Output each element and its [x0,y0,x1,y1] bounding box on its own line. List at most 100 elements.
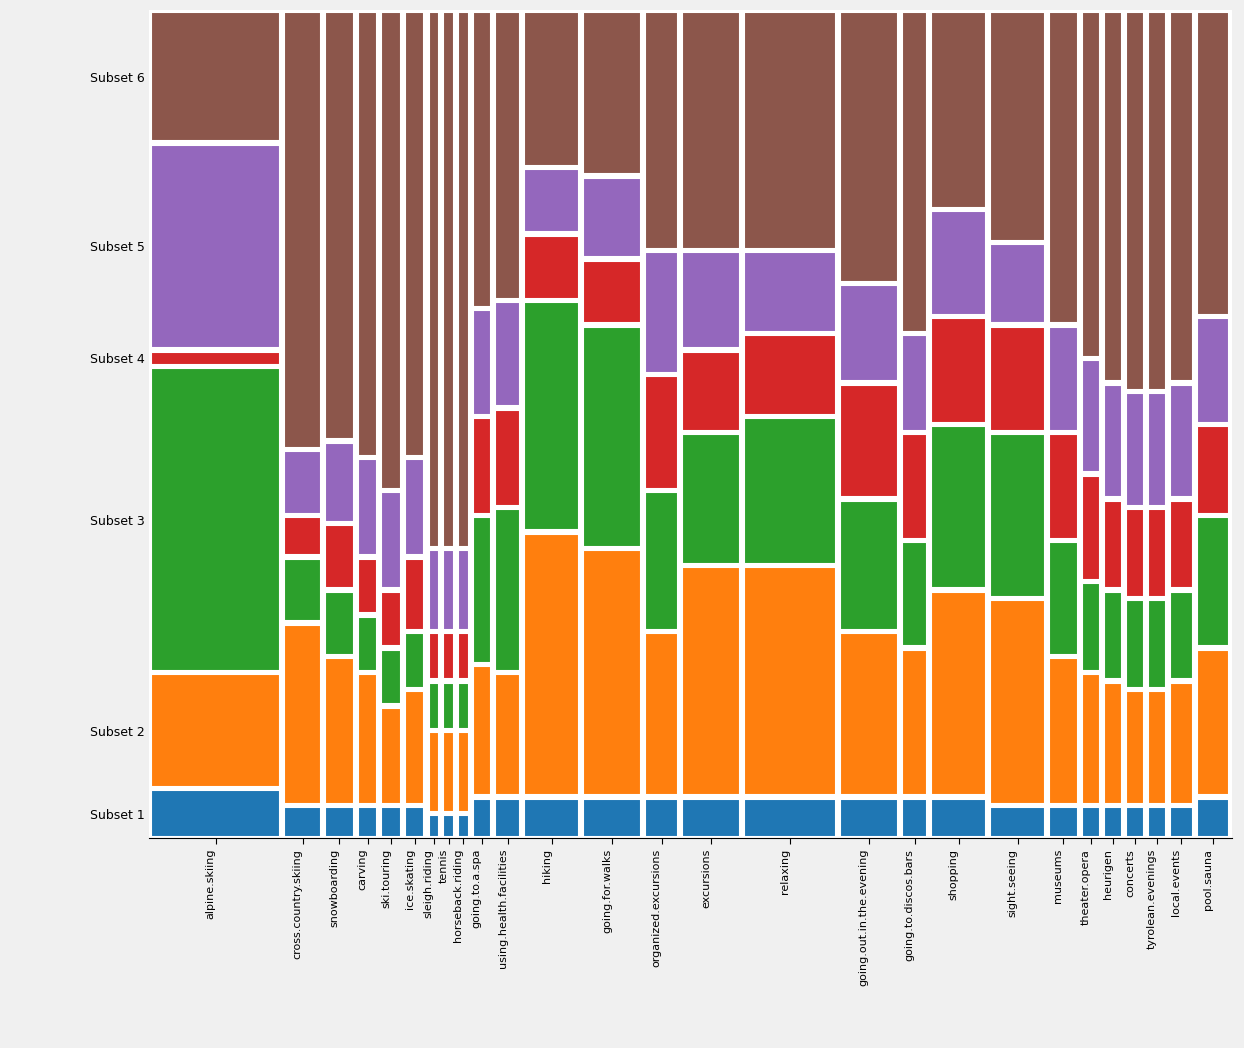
Bar [902,650,927,795]
Bar [458,550,469,630]
Bar [525,170,580,233]
Bar [443,550,454,630]
Bar [1197,650,1229,795]
Bar [1171,807,1193,836]
Bar [583,799,641,836]
Bar [682,351,740,431]
Bar [406,691,424,804]
Bar [382,493,401,588]
Bar [990,434,1045,596]
Bar [1050,807,1077,836]
Bar [744,567,836,795]
Bar [358,559,377,613]
Bar [646,633,678,795]
Bar [1171,592,1193,679]
Bar [902,335,927,431]
Bar [1126,691,1144,804]
Bar [326,807,353,836]
Bar [525,302,580,530]
Bar [1082,476,1100,581]
Bar [1171,501,1193,588]
Bar [932,799,986,836]
Bar [152,13,280,141]
Bar [406,459,424,555]
Bar [495,799,520,836]
Bar [1148,807,1166,836]
Bar [840,285,898,381]
Bar [744,335,836,415]
Bar [458,815,469,836]
Bar [1197,427,1229,514]
Bar [744,253,836,332]
Bar [152,675,280,787]
Bar [1103,807,1122,836]
Bar [473,418,490,514]
Bar [284,625,321,804]
Bar [473,517,490,663]
Bar [990,13,1045,241]
Bar [443,13,454,547]
Bar [429,815,439,836]
Bar [902,542,927,647]
Bar [358,616,377,671]
Bar [1197,517,1229,647]
Bar [902,13,927,332]
Bar [902,799,927,836]
Bar [840,13,898,282]
Bar [152,351,280,365]
Bar [326,525,353,588]
Bar [840,385,898,498]
Bar [932,427,986,588]
Bar [473,310,490,415]
Bar [1050,542,1077,655]
Bar [406,807,424,836]
Bar [646,799,678,836]
Bar [458,13,469,547]
Bar [583,327,641,547]
Bar [284,451,321,514]
Bar [1103,13,1122,381]
Bar [1050,658,1077,804]
Bar [382,807,401,836]
Bar [495,302,520,407]
Bar [382,13,401,489]
Bar [583,261,641,324]
Bar [646,376,678,489]
Bar [458,633,469,679]
Bar [1171,385,1193,498]
Bar [682,567,740,795]
Bar [358,807,377,836]
Bar [646,13,678,249]
Bar [583,178,641,257]
Bar [525,13,580,167]
Bar [429,682,439,729]
Bar [1197,319,1229,422]
Bar [1050,434,1077,539]
Bar [990,327,1045,431]
Bar [429,550,439,630]
Bar [1126,393,1144,505]
Bar [525,799,580,836]
Bar [646,253,678,373]
Bar [326,592,353,655]
Bar [429,13,439,547]
Bar [902,434,927,539]
Bar [1082,807,1100,836]
Bar [429,733,439,812]
Bar [443,682,454,729]
Bar [932,319,986,422]
Bar [1148,599,1166,687]
Bar [583,550,641,795]
Bar [1103,592,1122,679]
Bar [1126,599,1144,687]
Bar [284,517,321,555]
Bar [525,533,580,795]
Bar [443,733,454,812]
Bar [458,733,469,812]
Bar [932,211,986,315]
Bar [646,493,678,630]
Bar [744,799,836,836]
Bar [152,790,280,836]
Bar [1103,385,1122,498]
Bar [406,13,424,456]
